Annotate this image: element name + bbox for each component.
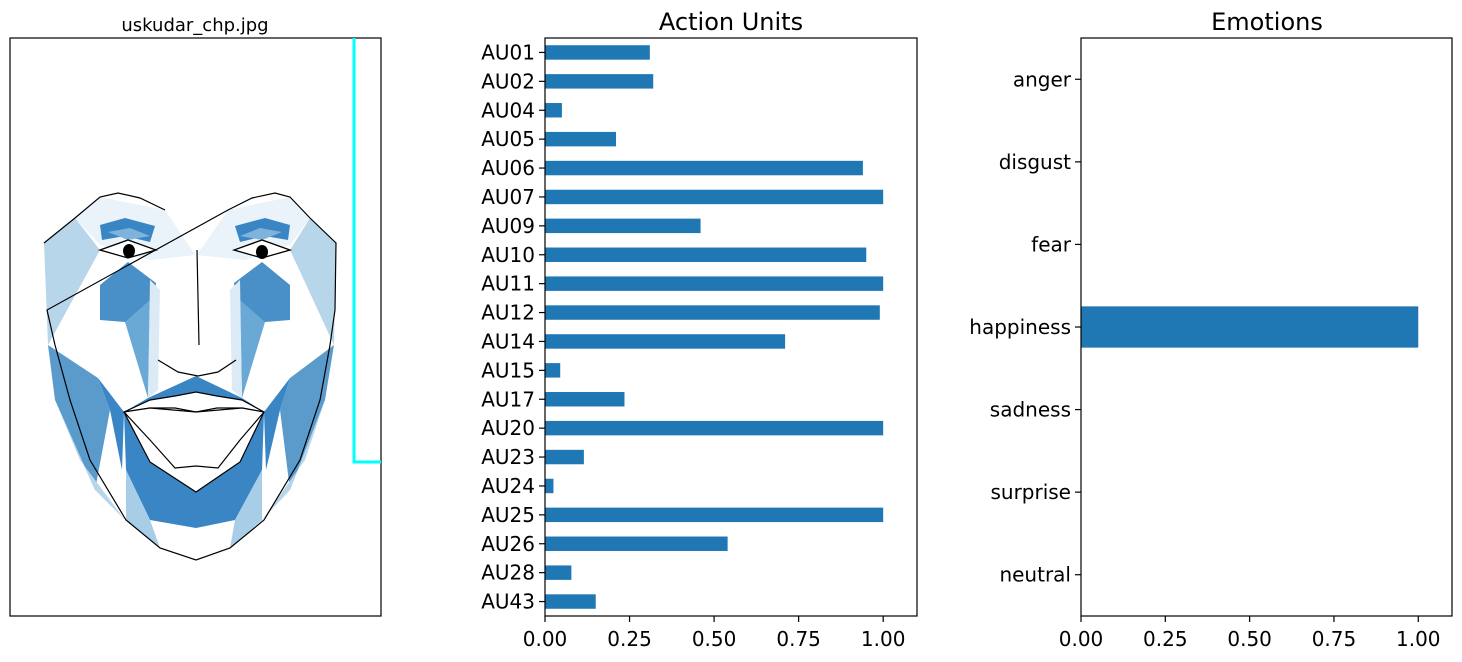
face-region-left-cheek bbox=[48, 345, 110, 490]
face-region-right-eyebrow-inner bbox=[240, 228, 282, 240]
au-y-tick-label: AU43 bbox=[481, 590, 535, 614]
emotion-x-tick-label: 0.50 bbox=[1227, 627, 1272, 651]
face-region-right-chin-side bbox=[230, 470, 262, 548]
emotions-chart-title: Emotions bbox=[1211, 8, 1323, 36]
au-bar bbox=[545, 536, 728, 551]
au-y-tick-label: AU02 bbox=[481, 69, 535, 93]
au-y-tick-label: AU09 bbox=[481, 214, 535, 238]
face-region-right-nasolabial bbox=[264, 378, 290, 470]
au-bar bbox=[545, 189, 884, 205]
au-bar bbox=[545, 305, 880, 320]
au-bar bbox=[545, 449, 584, 465]
au-x-tick-label: 0.50 bbox=[692, 627, 737, 651]
au-x-tick-label: 0.75 bbox=[776, 627, 821, 651]
left-pupil bbox=[123, 244, 135, 258]
au-y-tick-label: AU04 bbox=[481, 98, 535, 122]
face-panel-title: uskudar_chp.jpg bbox=[121, 15, 268, 36]
emotion-bar bbox=[1081, 306, 1419, 348]
emotion-x-tick-label: 0.75 bbox=[1312, 627, 1357, 651]
face-panel: uskudar_chp.jpg bbox=[9, 15, 382, 617]
au-x-tick-label: 0.25 bbox=[607, 627, 652, 651]
au-bar bbox=[545, 103, 562, 118]
au-y-tick-label: AU20 bbox=[481, 416, 535, 440]
face-outline bbox=[43, 192, 337, 561]
action-units-chart: Action Units AU01 AU02 AU04 AU05 AU06 AU07 AU0… bbox=[481, 8, 918, 651]
au-bar bbox=[545, 478, 554, 494]
face-region-right-temple bbox=[290, 218, 336, 345]
au-y-tick-label: AU15 bbox=[481, 358, 535, 382]
au-y-tick-label: AU07 bbox=[481, 185, 535, 209]
face-detection-box bbox=[352, 38, 381, 464]
au-bar bbox=[545, 218, 701, 234]
face-region-left-temple bbox=[44, 218, 100, 345]
au-y-tick-label: AU01 bbox=[481, 40, 535, 64]
au-chart-title: Action Units bbox=[659, 8, 803, 36]
au-y-tick-label: AU06 bbox=[481, 156, 535, 180]
emotion-y-tick-label: surprise bbox=[990, 480, 1071, 504]
au-y-tick-label: AU14 bbox=[481, 329, 535, 353]
au-bar bbox=[545, 420, 884, 436]
right-pupil bbox=[256, 245, 268, 259]
au-y-tick-label: AU11 bbox=[481, 272, 535, 296]
au-x-tick-label: 0.00 bbox=[523, 627, 568, 651]
au-y-tick-label: AU28 bbox=[481, 561, 535, 585]
au-bar bbox=[545, 276, 884, 291]
emotion-y-tick-label: happiness bbox=[969, 315, 1071, 339]
au-x-tick-label: 1.00 bbox=[861, 627, 906, 651]
au-bar bbox=[545, 594, 596, 609]
au-bar bbox=[545, 45, 650, 60]
lower-lip-line bbox=[123, 411, 265, 469]
nose-base-line bbox=[157, 359, 237, 377]
au-bar bbox=[545, 334, 786, 349]
au-y-tick-label: AU25 bbox=[481, 503, 535, 527]
au-y-tick-label: AU26 bbox=[481, 532, 535, 556]
face-region-left-nasolabial bbox=[98, 378, 124, 470]
face-region-right-nose-side bbox=[230, 280, 242, 398]
face-region-left-cheekbone bbox=[125, 300, 150, 398]
au-y-tick-label: AU12 bbox=[481, 301, 535, 325]
emotion-y-tick-label: fear bbox=[1031, 232, 1072, 256]
au-y-tick-label: AU17 bbox=[481, 387, 535, 411]
emotion-x-tick-label: 0.25 bbox=[1143, 627, 1188, 651]
au-chart-frame bbox=[544, 37, 918, 617]
emotion-y-tick-label: sadness bbox=[990, 398, 1071, 422]
au-bar bbox=[545, 160, 863, 176]
emotion-x-tick-label: 0.00 bbox=[1059, 627, 1104, 651]
face-region-chin bbox=[124, 412, 264, 528]
face-region-left-eyebrow-inner bbox=[108, 228, 150, 240]
face-mesh bbox=[43, 192, 337, 561]
au-bar bbox=[545, 565, 572, 580]
face-region-left-chin-side bbox=[126, 470, 160, 548]
emotions-chart-frame bbox=[1080, 37, 1453, 617]
face-region-left-nose-side bbox=[148, 280, 160, 398]
nose-bridge-line bbox=[196, 249, 200, 346]
emotion-x-tick-label: 1.00 bbox=[1396, 627, 1441, 651]
au-bar bbox=[545, 392, 625, 407]
emotion-y-tick-label: disgust bbox=[999, 150, 1071, 174]
emotion-y-tick-label: anger bbox=[1013, 67, 1072, 91]
au-bar bbox=[545, 363, 561, 378]
emotions-chart: Emotions anger disgust fear happiness sadnes… bbox=[969, 8, 1453, 651]
au-bar bbox=[545, 131, 617, 147]
face-region-right-cheekbone bbox=[240, 300, 265, 398]
emotion-y-tick-label: neutral bbox=[999, 563, 1071, 587]
au-bar bbox=[545, 507, 884, 523]
face-region-right-cheek bbox=[280, 345, 334, 490]
au-y-tick-label: AU24 bbox=[481, 474, 535, 498]
au-y-tick-label: AU23 bbox=[481, 445, 535, 469]
au-y-tick-label: AU10 bbox=[481, 243, 535, 267]
au-bar bbox=[545, 247, 867, 262]
face-panel-frame bbox=[9, 37, 382, 617]
au-bar bbox=[545, 74, 654, 89]
au-y-tick-label: AU05 bbox=[481, 127, 535, 151]
